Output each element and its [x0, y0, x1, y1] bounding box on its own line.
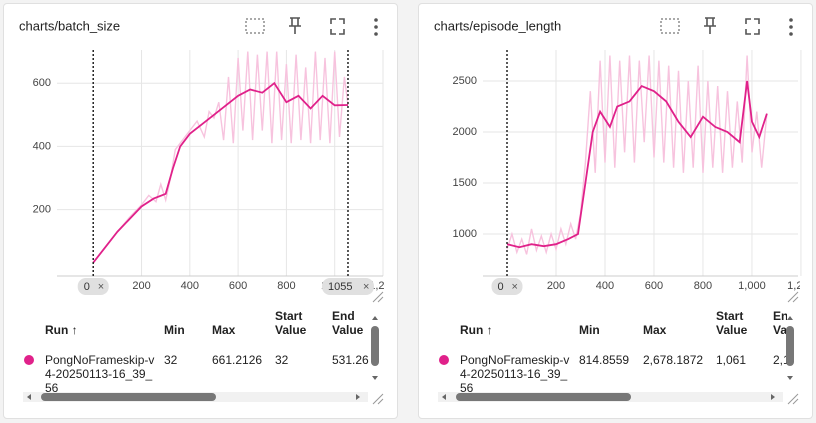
table-cell: PongNoFrameskip-v4-20250113-16_39_56 [460, 353, 570, 393]
v-scroll-thumb[interactable] [786, 326, 794, 366]
h-scroll-left[interactable] [442, 394, 446, 400]
x-ticks: 200 400 600 800 1,000 1,200 [547, 280, 815, 292]
icon-pin[interactable] [289, 17, 301, 34]
x-tick-label: 200 [547, 280, 565, 292]
y-tick-label: 1000 [453, 228, 477, 240]
table-cell: 32 [164, 353, 178, 367]
column-header[interactable]: End Value [773, 309, 787, 337]
card: Run ↑ Min Max Start Value End Value PongNoFra… [418, 3, 813, 419]
h-scroll-thumb[interactable] [41, 393, 216, 401]
x-tick-label: 200 [132, 280, 150, 292]
table-cell: 814.8559 [579, 353, 630, 367]
range-chip[interactable] [491, 278, 523, 295]
v-scroll-down[interactable] [372, 376, 378, 380]
series-line [92, 51, 349, 264]
v-scroll-up[interactable] [787, 316, 793, 320]
series-line [92, 81, 349, 264]
icon-menu-dot[interactable] [789, 32, 793, 36]
run-color-dot [24, 355, 34, 365]
x-tick-label: 600 [229, 280, 247, 292]
icon-pin[interactable] [704, 17, 716, 34]
column-header[interactable]: Min [164, 323, 185, 337]
y-tick-label: 400 [33, 140, 51, 152]
icon-fit[interactable] [660, 18, 680, 34]
h-scroll-left[interactable] [27, 394, 31, 400]
x-tick-label: 1,200 [787, 280, 815, 292]
y-tick-label: 1500 [453, 177, 477, 189]
table-cell: 2,1 [773, 353, 787, 367]
run-table: Run ↑ Min Max Start Value End Value PongNoFra… [419, 309, 787, 394]
chart-title: charts/batch_size [19, 18, 120, 33]
x-tick-label: 400 [596, 280, 614, 292]
range-close[interactable]: × [98, 281, 104, 293]
x-tick-label: 800 [277, 280, 295, 292]
chart: charts/episode_length1000150020002500200… [434, 17, 815, 405]
range-close[interactable]: × [363, 281, 369, 293]
column-header[interactable]: Run ↑ [460, 323, 493, 337]
range-label: 0 [498, 281, 504, 293]
table-cell: 32 [275, 353, 289, 367]
v-scroll-up[interactable] [372, 316, 378, 320]
x-tick-label: 1,000 [738, 280, 766, 292]
range-label: 0 [84, 281, 90, 293]
column-header[interactable]: Max [643, 323, 667, 337]
icon-menu-dot[interactable] [374, 25, 378, 29]
plot [506, 55, 768, 255]
icon-fullscreen[interactable] [330, 18, 345, 35]
column-header[interactable]: End Value [332, 309, 364, 337]
range-close[interactable]: × [512, 281, 518, 293]
column-header[interactable]: Start Value [275, 309, 307, 337]
range-chip[interactable] [321, 278, 374, 295]
range-label: 1055 [328, 281, 352, 293]
h-scroll-right[interactable] [356, 394, 360, 400]
y-tick-label: 200 [33, 204, 51, 216]
resize-handle[interactable] [372, 393, 384, 405]
y-tick-label: 2500 [453, 75, 477, 87]
table-cell: 531.26 [332, 353, 369, 367]
icon-fit[interactable] [245, 18, 265, 34]
x-tick-label: 400 [181, 280, 199, 292]
icon-menu-dot[interactable] [789, 18, 793, 22]
x-tick-label: 600 [645, 280, 663, 292]
resize-handle[interactable] [372, 291, 384, 303]
v-scroll-down[interactable] [787, 376, 793, 380]
resize-handle[interactable] [787, 291, 799, 303]
h-scroll-thumb[interactable] [456, 393, 631, 401]
series-line [506, 80, 768, 249]
h-scroll-right[interactable] [771, 394, 775, 400]
column-header[interactable]: Min [579, 323, 600, 337]
y-tick-label: 600 [33, 77, 51, 89]
table-cell: 2,678.1872 [643, 353, 704, 367]
chart-title: charts/episode_length [434, 18, 561, 33]
series-line [506, 55, 768, 255]
x-tick-label: 800 [694, 280, 712, 292]
run-color-dot [439, 355, 449, 365]
icon-menu-dot[interactable] [789, 25, 793, 29]
column-header[interactable]: Run ↑ [45, 323, 78, 337]
range-chip[interactable] [77, 278, 109, 295]
table-cell: 661.2126 [212, 353, 263, 367]
icon-fullscreen[interactable] [745, 18, 760, 35]
icon-menu-dot[interactable] [374, 32, 378, 36]
card: Run ↑ Min Max Start Value End Value PongNoFra… [3, 3, 398, 419]
table-cell: 1,061 [716, 353, 747, 367]
y-tick-label: 2000 [453, 126, 477, 138]
run-table: Run ↑ Min Max Start Value End Value PongNoFra… [4, 309, 372, 394]
table-cell: PongNoFrameskip-v4-20250113-16_39_56 [45, 353, 155, 393]
plot [92, 51, 349, 264]
resize-handle[interactable] [787, 393, 799, 405]
column-header[interactable]: Start Value [716, 309, 748, 337]
v-scroll-thumb[interactable] [371, 326, 379, 366]
column-header[interactable]: Max [212, 323, 236, 337]
icon-menu-dot[interactable] [374, 18, 378, 22]
